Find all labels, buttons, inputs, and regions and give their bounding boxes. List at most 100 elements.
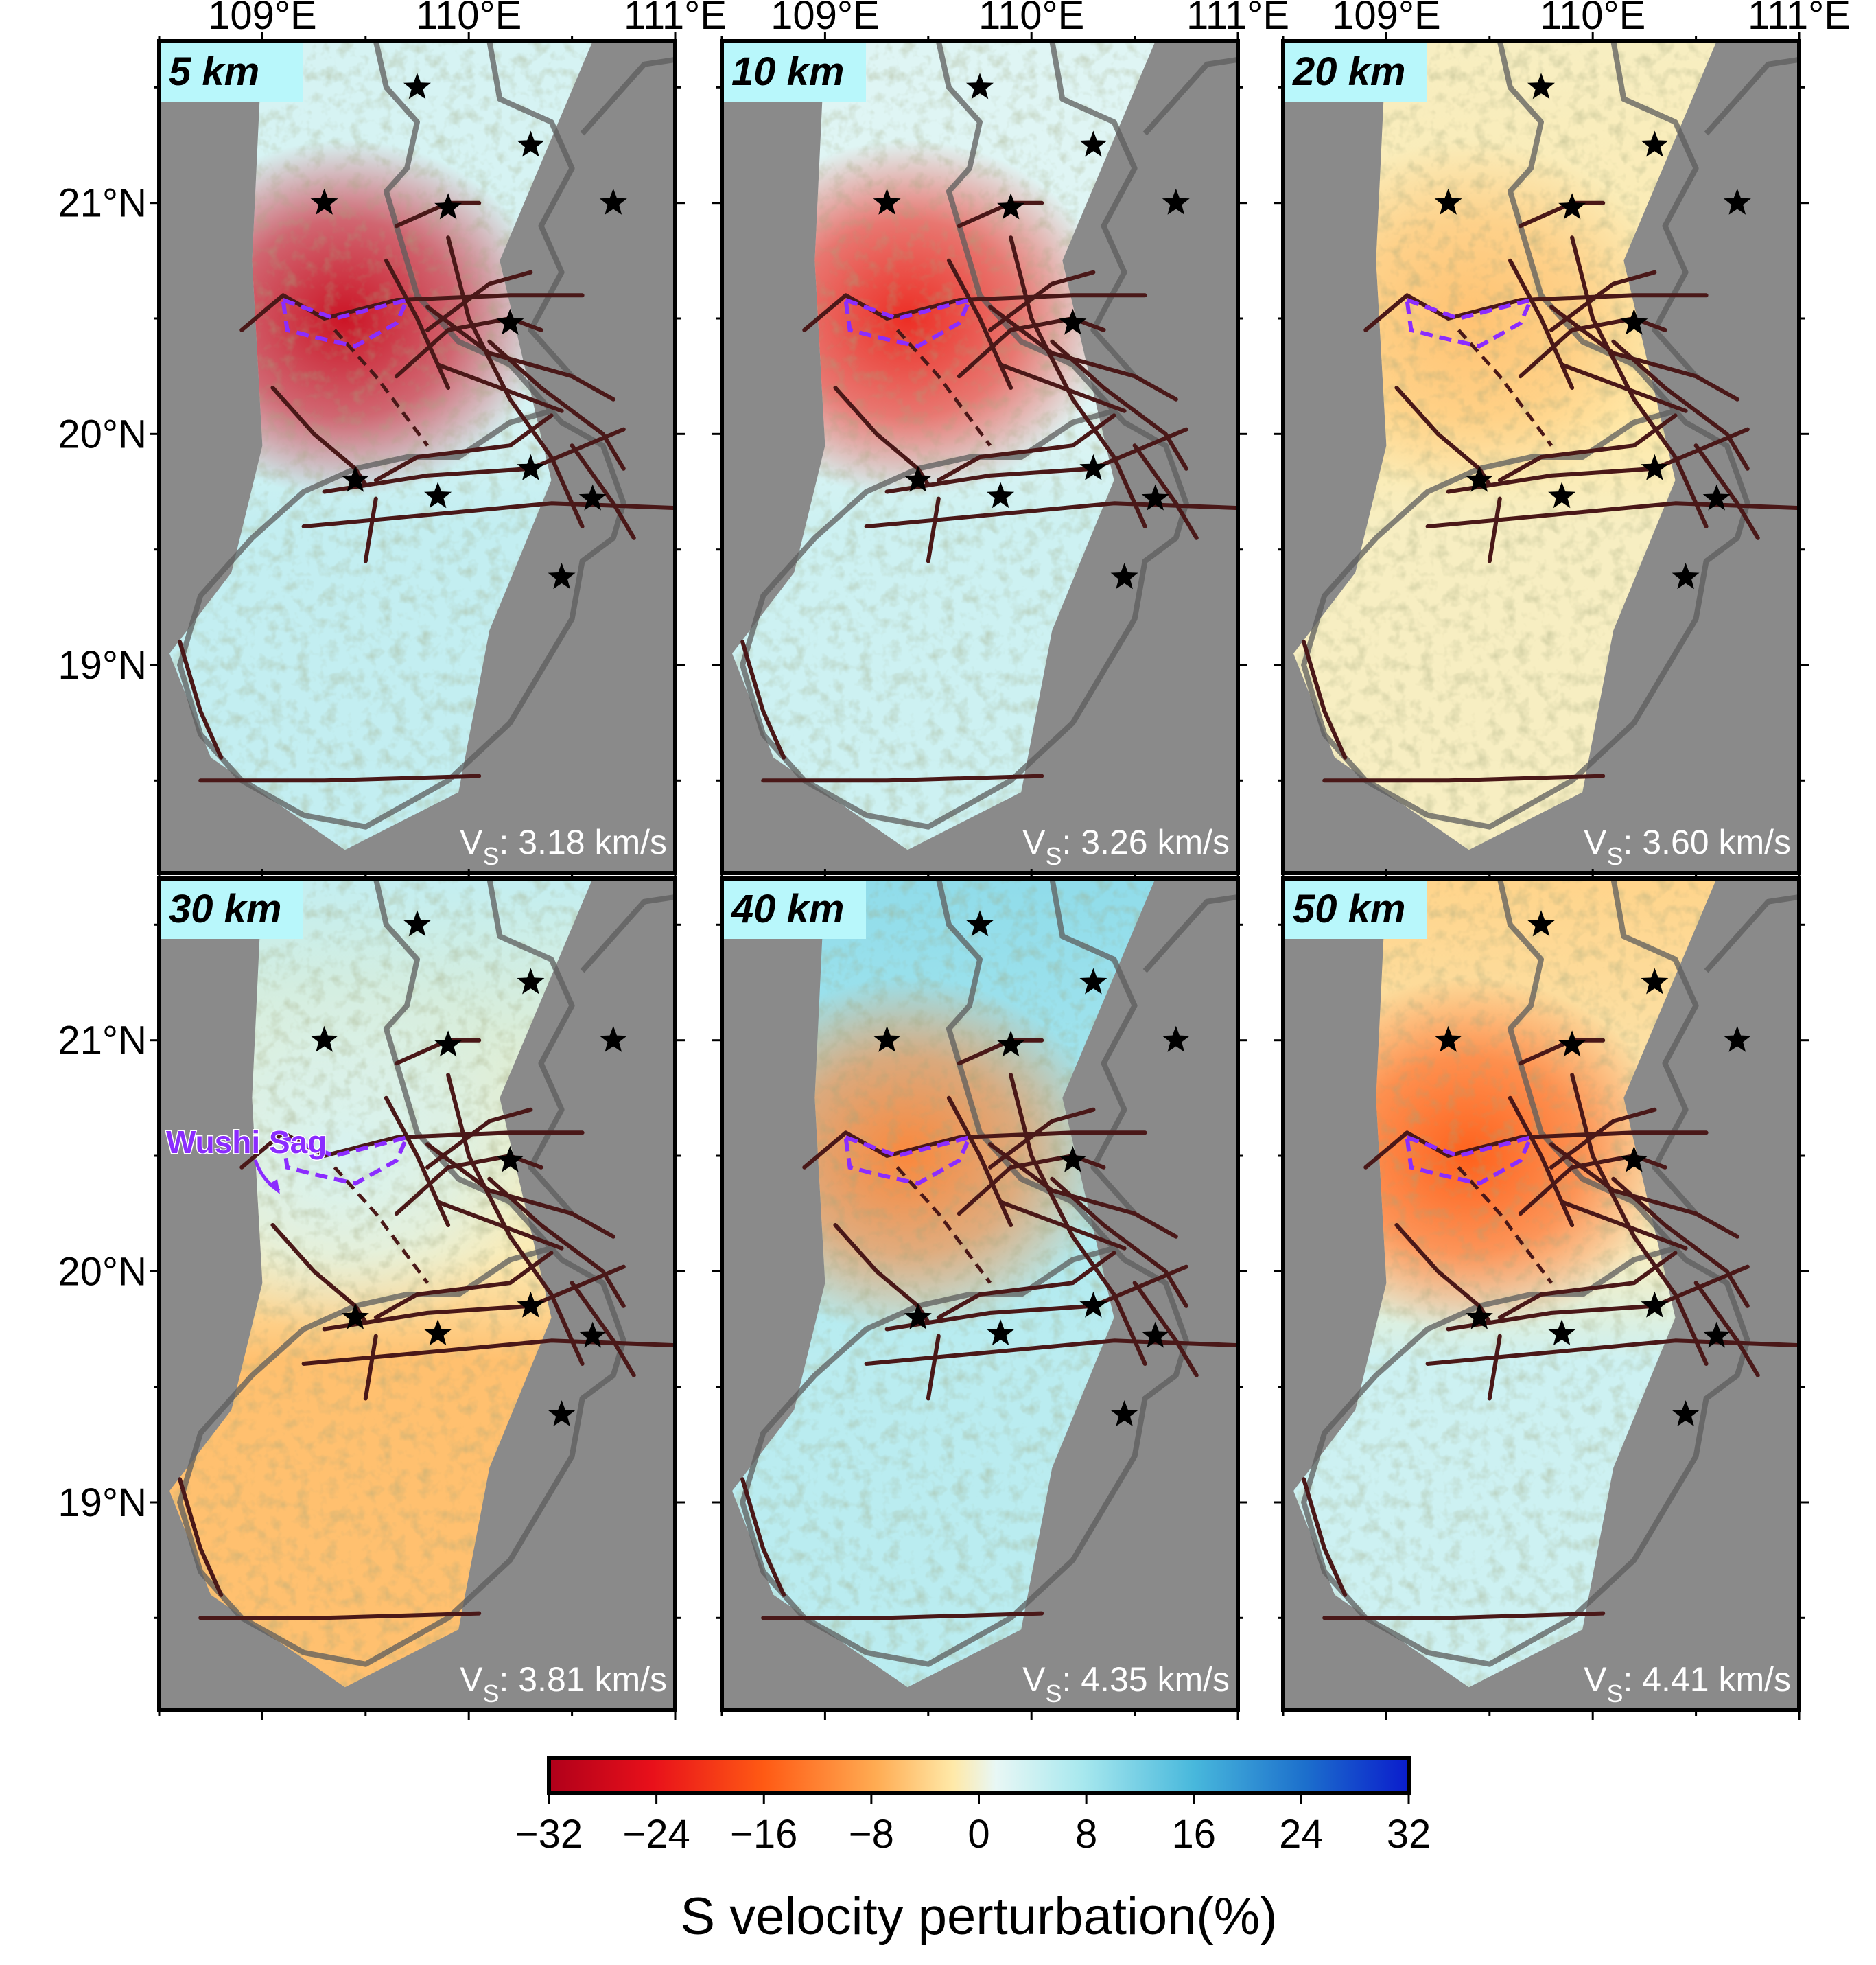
seismic-station-star — [1527, 73, 1555, 100]
seismic-station-star — [599, 1025, 627, 1052]
fault-line — [1446, 427, 1750, 494]
panel-frame — [720, 39, 1240, 875]
fault-line — [570, 443, 636, 540]
seismic-station-star — [1558, 193, 1586, 220]
longitude-tick-label: 111°E — [624, 0, 727, 38]
seismic-station-star — [1079, 968, 1107, 995]
wushi-sag-outline — [1405, 297, 1535, 349]
panel-frame — [1281, 876, 1801, 1712]
fault-line — [446, 235, 585, 528]
latitude-tick-label: 19°N — [58, 643, 147, 688]
seismic-station-star — [904, 1303, 932, 1329]
seismic-station-star — [548, 1400, 576, 1427]
seismic-station-star — [1434, 1025, 1462, 1052]
fault-line — [198, 1611, 482, 1620]
fault-line — [322, 427, 626, 494]
wushi-sag-outline — [1405, 1134, 1535, 1186]
fault-line — [1050, 1176, 1188, 1308]
fault-line — [988, 270, 1096, 332]
coastline — [1142, 56, 1239, 136]
fault-line — [926, 1334, 941, 1401]
seismic-station-star — [1059, 1146, 1087, 1172]
fault-line — [1009, 1073, 1147, 1366]
fault-line — [1549, 1142, 1739, 1239]
map-panel: 10 km VS: 3.26 km/s 109°E 110°E 111°E — [712, 0, 1289, 883]
depth-text: 10 km — [731, 49, 844, 94]
seismic-station-star — [424, 1319, 452, 1346]
inferred-fault — [333, 1166, 430, 1284]
fault-line — [1518, 1154, 1667, 1216]
wushi-sag-outline — [843, 1134, 974, 1186]
colorbar: −32 −24 −16 −8 0 8 16 24 32 S velocity perturbati… — [515, 1756, 1431, 1946]
depth-text: 20 km — [1292, 49, 1405, 94]
seismic-station-star — [517, 130, 545, 157]
fault-line — [1487, 1334, 1502, 1401]
seismic-station-star — [1079, 130, 1107, 157]
longitude-tick-label: 110°E — [416, 0, 521, 38]
colorbar-tick-label: 16 — [1171, 1812, 1216, 1857]
inferred-fault — [895, 1166, 992, 1284]
latitude-tick-label: 21°N — [58, 1019, 147, 1063]
fault-line — [239, 1130, 585, 1170]
fault-line — [1363, 293, 1709, 332]
fault-line — [570, 1281, 636, 1377]
fault-line — [1302, 1477, 1348, 1597]
fault-line — [1611, 1176, 1750, 1308]
fault-line — [178, 640, 224, 760]
seismic-station-star — [1110, 1400, 1138, 1427]
seismic-station-star — [434, 193, 462, 220]
fault-line — [957, 1154, 1106, 1216]
coastline — [740, 878, 1189, 1667]
coastline — [1610, 40, 1699, 378]
longitude-tick-label: 110°E — [1540, 0, 1645, 38]
seismic-station-star — [1079, 454, 1107, 480]
fault-line — [425, 270, 533, 332]
panel-frame — [157, 39, 677, 875]
seismic-station-star — [599, 188, 627, 215]
fault-line — [446, 1073, 585, 1366]
seismic-station-star — [1059, 308, 1087, 335]
seismic-station-star — [1110, 563, 1138, 590]
reference-vs-label: VS: 3.81 km/s — [460, 1660, 667, 1708]
seismic-station-star — [1548, 482, 1576, 509]
fault-line — [1302, 640, 1348, 760]
reference-vs-label: VS: 4.41 km/s — [1584, 1660, 1791, 1708]
coastline — [486, 40, 575, 378]
seismic-station-star — [997, 1030, 1025, 1057]
seismic-station-star — [496, 1146, 524, 1172]
latitude-tick-label: 20°N — [58, 412, 147, 456]
fault-line — [1132, 443, 1199, 540]
latitude-tick-label: 19°N — [58, 1480, 147, 1525]
seismic-station-star — [1465, 1303, 1493, 1329]
seismic-station-star — [1641, 968, 1669, 995]
depth-text: 50 km — [1293, 887, 1405, 931]
fault-line — [988, 1107, 1096, 1170]
seismic-station-star — [1162, 1025, 1190, 1052]
seismic-station-star — [1434, 188, 1462, 215]
map-panel: 5 km VS: 3.18 km/s 109°E 110°E 111°E 21°N 20°N… — [58, 0, 727, 883]
depth-label: 5 km — [159, 41, 303, 102]
seismic-station-star — [987, 482, 1015, 509]
seismic-station-star — [987, 1319, 1015, 1346]
inferred-fault — [1457, 329, 1553, 447]
longitude-tick-label: 109°E — [1332, 0, 1441, 38]
fault-line — [740, 1477, 786, 1597]
wushi-sag-annotation: Wushi Sag — [165, 1124, 328, 1194]
coastline — [1049, 40, 1138, 378]
seismic-station-star — [1672, 563, 1700, 590]
longitude-tick-label: 111°E — [1748, 0, 1851, 38]
seismic-station-star — [341, 465, 369, 492]
seismic-station-star — [1641, 130, 1669, 157]
fault-line — [1560, 362, 1688, 413]
fault-line — [425, 1107, 533, 1170]
seismic-station-star — [1641, 1291, 1669, 1318]
seismic-station-star — [310, 1025, 338, 1052]
fault-line — [1549, 1107, 1657, 1170]
fault-line — [322, 1264, 626, 1332]
seismic-station-star — [966, 73, 994, 100]
latitude-tick-label: 21°N — [58, 181, 147, 226]
seismic-station-star — [904, 465, 932, 492]
arrow-head — [268, 1179, 280, 1194]
depth-text: 30 km — [169, 887, 281, 931]
colorbar-title: S velocity perturbation(%) — [680, 1887, 1277, 1946]
